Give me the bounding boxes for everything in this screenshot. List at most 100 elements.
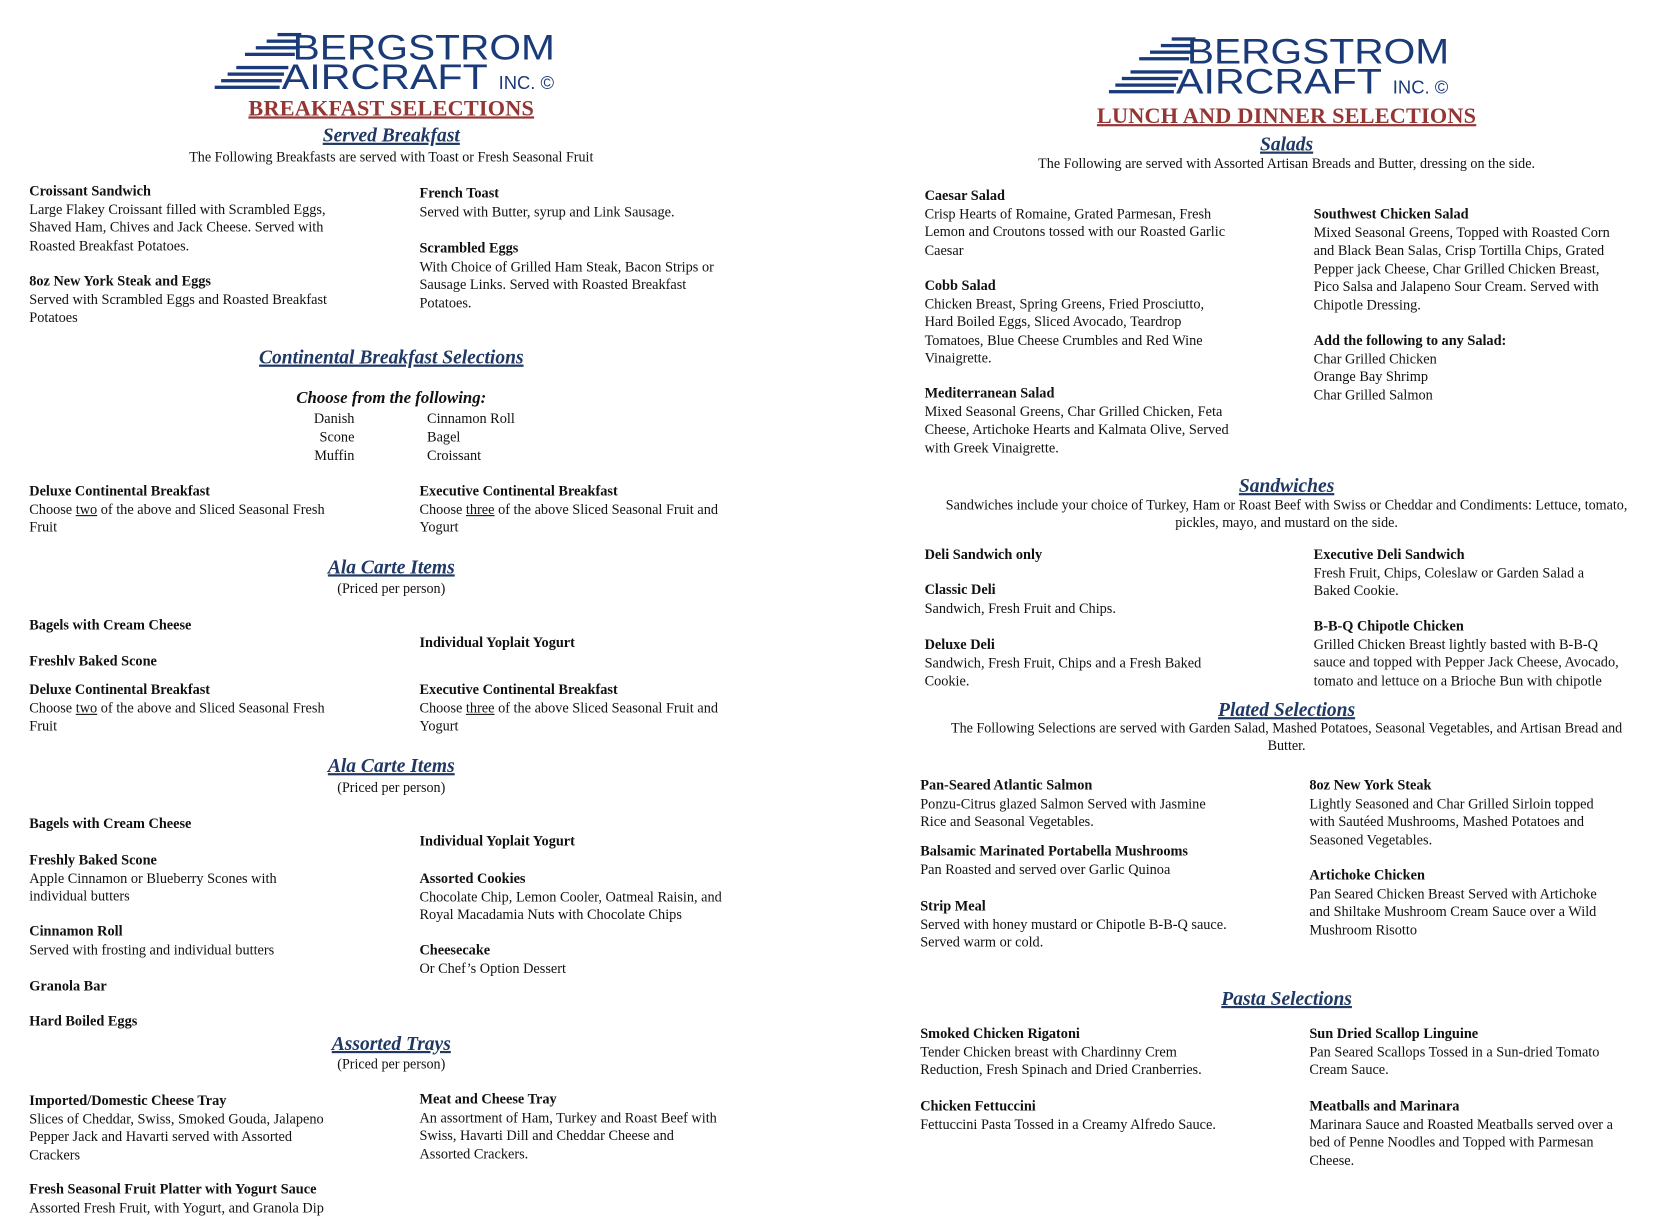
menu-item-freshly-baked-scone: Freshly Baked Scone Apple Cinnamon or Blu… (29, 851, 276, 905)
menu-item-title: Meat and Cheese Tray (419, 1090, 557, 1107)
menu-item-description: Mixed Seasonal Greens, Topped with Roast… (1313, 223, 1610, 240)
menu-item-pan-seared-atlantic-salmon: Pan-Seared Atlantic Salmon Ponzu-Citrus g… (920, 776, 1205, 830)
menu-item-french-toast: French Toast Served with Butter, syrup an… (419, 184, 674, 220)
menu-item-imported-domestic-cheese-tray: Imported/Domestic Cheese Tray Slices of C… (29, 1092, 323, 1164)
menu-item-title: Pan-Seared Atlantic Salmon (920, 776, 1093, 793)
menu-item-description: Yogurt (419, 518, 459, 535)
menu-item-cinnamon-roll: Cinnamon Roll Served with frosting and in… (29, 922, 274, 958)
menu-item-title: Chicken Fettuccini (920, 1097, 1036, 1114)
menu-item-description: Hard Boiled Eggs, Sliced Avocado, Teardr… (924, 312, 1182, 330)
menu-item-description: Tomatoes, Blue Cheese Crumbles and Red W… (924, 331, 1203, 348)
menu-item-description: Shaved Ham, Chives and Jack Cheese. Serv… (29, 218, 324, 236)
menu-item-mediterranean-salad: Mediterranean Salad Mixed Seasonal Greens… (925, 384, 1229, 456)
menu-item-description: Fettuccini Pasta Tossed in a Creamy Alfr… (920, 1115, 1216, 1132)
menu-item-description: Choose three of the above Sliced Seasona… (419, 699, 718, 716)
menu-item-description: Or Chef’s Option Dessert (419, 959, 566, 976)
menu-item-fresh-seasonal-fruit-platter-with-yogurt-sauce: Fresh Seasonal Fruit Platter with Yogurt… (29, 1181, 324, 1217)
logo-line2: AIRCRAFT (282, 58, 488, 91)
menu-item-description: Served with Scrambled Eggs and Roasted B… (29, 290, 327, 307)
note-line: (Priced per person) (337, 579, 446, 597)
section-note: The Following Selections are served with… (918, 719, 1655, 754)
menu-item-description: Apple Cinnamon or Blueberry Scones with (29, 869, 277, 886)
logo-line1: BERGSTROM (293, 30, 555, 68)
menu-item-title: Strip Meal (920, 897, 986, 914)
emphasis-word: three (465, 699, 495, 716)
note-line: The Following are served with Assorted A… (1038, 154, 1536, 172)
section-heading-salads: Salads (1016, 133, 1558, 156)
subheading: Choose from the following: (120, 389, 662, 409)
menu-item-description: Reduction, Fresh Spinach and Dried Cranb… (920, 1060, 1202, 1078)
menu-item-description: Pan Seared Chicken Breast Served with Ar… (1309, 884, 1597, 902)
menu-item-title: Cobb Salad (924, 276, 996, 294)
menu-item-title: Freshly Baked Scone (29, 851, 157, 868)
note-line: pickles, mayo, and mustard on the side. (1175, 513, 1398, 531)
menu-item-title: Artichoke Chicken (1309, 866, 1425, 883)
emphasis-word: two (75, 699, 98, 716)
menu-item-scrambled-eggs: Scrambled Eggs With Choice of Grilled Ham… (419, 239, 713, 311)
list-item: Danish (313, 409, 355, 427)
menu-item-title: Deluxe Deli (924, 635, 995, 653)
menu-item-description: Caesar (924, 241, 964, 258)
menu-item-deluxe-continental-breakfast: Deluxe Continental Breakfast Choose two o… (29, 482, 324, 536)
menu-item-granola-bar: Granola Bar (29, 977, 106, 995)
menu-item-description: Yogurt (419, 717, 459, 734)
menu-item-title: Classic Deli (924, 580, 996, 598)
menu-item-description: Crisp Hearts of Romaine, Grated Parmesan… (924, 204, 1212, 222)
menu-item-title: Executive Continental Breakfast (419, 482, 618, 499)
menu-item-title: Executive Continental Breakfast (419, 680, 618, 698)
page-title: BREAKFAST SELECTIONS (120, 97, 662, 122)
menu-item-description: Served with honey mustard or Chipotle B-… (920, 915, 1227, 932)
menu-item-description: Choose two of the above and Sliced Seaso… (29, 500, 325, 517)
menu-item-meat-and-cheese-tray: Meat and Cheese Tray An assortment of Ham… (419, 1091, 716, 1163)
menu-item-title: Scrambled Eggs (419, 239, 519, 256)
menu-item-description: Pico Salsa and Jalapeno Sour Cream. Serv… (1313, 277, 1599, 295)
section-heading-continental-breakfast-selections: Continental Breakfast Selections (120, 346, 662, 369)
menu-item-title: French Toast (419, 184, 500, 201)
menu-item-description: Ponzu-Citrus glazed Salmon Served with J… (920, 794, 1206, 812)
menu-item-description: and Black Bean Salas, Crisp Tortilla Chi… (1313, 241, 1605, 259)
menu-item-title: Meatballs and Marinara (1309, 1097, 1460, 1114)
section-heading-pasta-selections: Pasta Selections (1016, 987, 1558, 1010)
menu-item-executive-continental-breakfast: Executive Continental Breakfast Choose th… (419, 681, 718, 735)
list-item: Cinnamon Roll (427, 409, 515, 427)
menu-item-title: Smoked Chicken Rigatoni (920, 1024, 1080, 1042)
menu-item-title: Croissant Sandwich (29, 182, 151, 199)
section-heading-assorted-trays: Assorted Trays (120, 1032, 662, 1055)
menu-item-description: tomato and lettuce on a Brioche Bun with… (1313, 671, 1602, 689)
menu-item-deluxe-continental-breakfast: Deluxe Continental Breakfast Choose two o… (29, 681, 324, 735)
menu-item-description: Pan Seared Scallops Tossed in a Sun-drie… (1309, 1042, 1600, 1060)
menu-item-description: with Sautéed Mushrooms, Mashed Potatoes … (1309, 812, 1585, 830)
menu-item-title: Cheesecake (419, 941, 491, 958)
pastry-list: Danish Scone Muffin (224, 409, 355, 465)
menu-item-description: Large Flakey Croissant filled with Scram… (29, 200, 326, 217)
menu-item-description: bed of Penne Noodles and Topped with Par… (1309, 1133, 1594, 1150)
menu-item-description: Mushroom Risotto (1309, 920, 1417, 938)
heading-text: Ala Carte Items (327, 555, 455, 578)
menu-item-description: Cheese, Artichoke Hearts and Kalmata Oli… (924, 420, 1229, 438)
menu-item-title: 8oz New York Steak and Eggs (29, 272, 212, 289)
bergstrom-logo: BERGSTROM AIRCRAFT INC. © (1108, 34, 1449, 96)
list-item: Scone (319, 428, 355, 445)
menu-item-description: Rice and Seasonal Vegetables. (920, 812, 1094, 830)
menu-item-description: Roasted Breakfast Potatoes. (29, 236, 190, 254)
menu-item-description: Char Grilled Chicken (1313, 349, 1437, 367)
menu-item-executive-deli-sandwich: Executive Deli Sandwich Fresh Fruit, Chip… (1314, 546, 1584, 600)
menu-item-title: Add the following to any Salad: (1313, 331, 1507, 349)
menu-item-description: Cheese. (1309, 1151, 1355, 1168)
menu-item-title: Deluxe Continental Breakfast (29, 680, 211, 698)
note-line: (Priced per person) (337, 778, 446, 796)
emphasis-word: two (75, 500, 98, 517)
heading-text: Sandwiches (1238, 474, 1335, 497)
menu-item-title: Deluxe Continental Breakfast (29, 482, 211, 499)
menu-item-description: and Shiltake Mushroom Cream Sauce over a… (1309, 902, 1597, 920)
menu-item-description: Assorted Crackers. (419, 1144, 529, 1162)
menu-item-assorted-cookies: Assorted Cookies Chocolate Chip, Lemon Co… (419, 870, 721, 924)
menu-item-description: Fruit (29, 717, 58, 734)
menu-item-executive-continental-breakfast: Executive Continental Breakfast Choose th… (419, 482, 718, 536)
menu-item-title: Imported/Domestic Cheese Tray (29, 1091, 227, 1109)
menu-item-description: Swiss, Havarti Dill and Cheddar Cheese a… (419, 1126, 674, 1144)
menu-item-title: Cinnamon Roll (29, 922, 123, 939)
logo-stripes-icon (1108, 37, 1196, 94)
menu-item-description: Orange Bay Shrimp (1313, 367, 1429, 385)
note-line: Sandwiches include your choice of Turkey… (945, 496, 1628, 513)
